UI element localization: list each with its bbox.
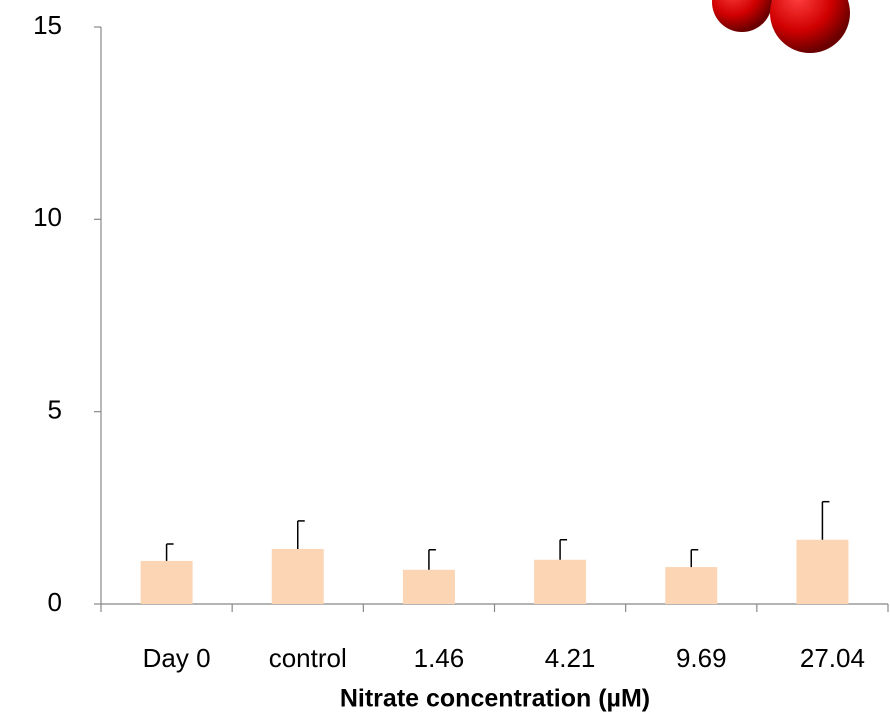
x-tick-label: control <box>269 643 347 673</box>
y-tick-label: 0 <box>48 587 62 617</box>
x-tick-label: Day 0 <box>143 643 211 673</box>
error-bar <box>429 550 436 570</box>
y-tick-label: 10 <box>33 202 62 232</box>
bar <box>796 540 848 604</box>
error-bar <box>822 502 829 540</box>
error-bar <box>560 540 567 560</box>
molecule-icon <box>712 0 772 32</box>
x-tick-label: 4.21 <box>545 643 596 673</box>
bar <box>403 570 455 604</box>
error-bar <box>167 544 174 561</box>
bar <box>665 567 717 604</box>
x-tick-label: 1.46 <box>414 643 465 673</box>
y-tick-label: 5 <box>48 395 62 425</box>
x-tick-label: 9.69 <box>676 643 727 673</box>
y-tick-label: 15 <box>33 10 62 40</box>
error-bar <box>298 521 305 549</box>
error-bar <box>691 550 698 567</box>
bar <box>534 560 586 604</box>
bar <box>272 549 324 604</box>
chart: Nitrate concentration (µM) 0 5 10 15 Day 0 co… <box>0 0 890 721</box>
bar <box>141 561 193 604</box>
molecule-icon <box>770 0 850 53</box>
x-axis-title: Nitrate concentration (µM) <box>340 685 650 713</box>
x-tick-label: 27.04 <box>800 643 865 673</box>
